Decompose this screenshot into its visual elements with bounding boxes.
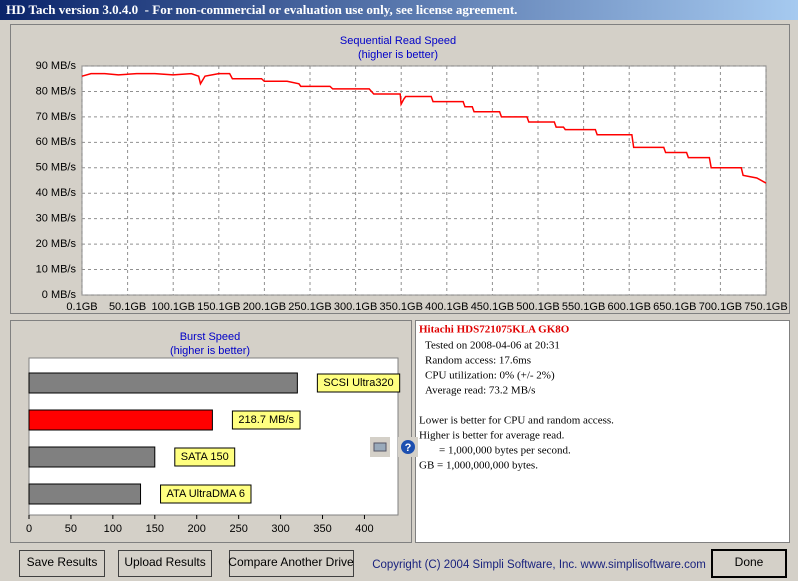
x-tick-label: 250: [229, 523, 247, 535]
bar-label-box: [316, 373, 401, 393]
drive-name: Hitachi HDS721075KLA GK8O: [419, 324, 570, 336]
button-label[interactable]: Compare Another Drive: [228, 555, 354, 569]
read-line: [81, 72, 767, 184]
note: Higher is better for average read.: [419, 430, 565, 442]
y-tick-label: 10 MB/s: [36, 263, 77, 275]
print-glyph: [373, 442, 387, 452]
bar-label: ATA UltraDMA 6: [167, 488, 245, 500]
x-tick-label: 750.1GB: [744, 301, 787, 313]
button-label[interactable]: Done: [735, 555, 764, 569]
x-tick-label: 50: [65, 523, 77, 535]
x-tick-label: 0.1GB: [66, 301, 97, 313]
info-panel: [415, 320, 790, 543]
x-tick-label: 450.1GB: [471, 301, 514, 313]
x-tick-label: 700.1GB: [699, 301, 742, 313]
button[interactable]: Compare Another Drive: [228, 550, 354, 577]
button[interactable]: Save Results: [19, 550, 105, 577]
read-plot: [81, 65, 767, 296]
x-tick-label: 100.1GB: [151, 301, 194, 313]
note: Lower is better for CPU and random acces…: [419, 415, 614, 427]
x-tick-label: 0: [26, 523, 32, 535]
y-tick-label: 30 MB/s: [36, 213, 77, 225]
bar-label: SATA 150: [181, 451, 229, 463]
button-face[interactable]: [19, 550, 105, 577]
detail: Random access: 17.6ms: [425, 355, 531, 367]
y-tick-label: 0 MB/s: [42, 289, 77, 301]
note: = 1,000,000 bytes per second.: [439, 445, 571, 457]
x-tick-label: 350.1GB: [379, 301, 422, 313]
x-tick-label: 50.1GB: [109, 301, 146, 313]
bar: [28, 446, 156, 468]
window-title: HD Tach version 3.0.4.0 - For non-commer…: [6, 2, 517, 17]
x-tick-label: 250.1GB: [288, 301, 331, 313]
detail: CPU utilization: 0% (+/- 2%): [425, 370, 555, 382]
x-tick-label: 600.1GB: [607, 301, 650, 313]
chart-title: Burst Speed: [180, 331, 241, 343]
chart-subtitle: (higher is better): [358, 49, 438, 61]
button-face[interactable]: [118, 550, 212, 577]
note: GB = 1,000,000,000 bytes.: [419, 460, 538, 472]
y-tick-label: 50 MB/s: [36, 162, 77, 174]
chart-subtitle: (higher is better): [170, 345, 250, 357]
bar-label-box: [160, 484, 252, 504]
x-tick-label: 300: [271, 523, 289, 535]
button-label[interactable]: Upload Results: [124, 555, 205, 569]
x-tick-label: 350: [313, 523, 331, 535]
copyright: Copyright (C) 2004 Simpli Software, Inc.…: [372, 559, 706, 571]
bar: [28, 483, 142, 505]
x-tick-label: 550.1GB: [562, 301, 605, 313]
bar: [28, 372, 298, 394]
x-tick-label: 100: [104, 523, 122, 535]
x-tick-label: 650.1GB: [653, 301, 696, 313]
x-tick-label: 400: [355, 523, 373, 535]
y-tick-label: 40 MB/s: [36, 187, 77, 199]
help-mark: ?: [405, 442, 412, 454]
help-glyph: [401, 440, 415, 454]
button[interactable]: Upload Results: [118, 550, 212, 577]
bar: [28, 409, 213, 431]
y-tick-label: 80 MB/s: [36, 85, 77, 97]
button-face[interactable]: [711, 549, 787, 578]
x-tick-label: 300.1GB: [334, 301, 377, 313]
button-face[interactable]: [229, 550, 354, 577]
y-tick-label: 90 MB/s: [36, 60, 77, 72]
y-tick-label: 60 MB/s: [36, 136, 77, 148]
y-tick-label: 20 MB/s: [36, 238, 77, 250]
y-tick-label: 70 MB/s: [36, 111, 77, 123]
bar-label: 218.7 MB/s: [238, 414, 294, 426]
x-tick-label: 200: [188, 523, 206, 535]
button[interactable]: Done: [711, 549, 787, 578]
bar-label-box: [231, 410, 301, 430]
x-tick-label: 150.1GB: [197, 301, 240, 313]
x-tick-label: 200.1GB: [243, 301, 286, 313]
bar-label: SCSI Ultra320: [323, 377, 393, 389]
x-tick-label: 500.1GB: [516, 301, 559, 313]
button-label[interactable]: Save Results: [27, 555, 98, 569]
chart-title: Sequential Read Speed: [340, 35, 456, 47]
detail: Tested on 2008-04-06 at 20:31: [425, 340, 560, 352]
bar-label-box: [174, 447, 236, 467]
x-tick-label: 150: [146, 523, 164, 535]
x-tick-label: 400.1GB: [425, 301, 468, 313]
detail: Average read: 73.2 MB/s: [425, 385, 535, 397]
title-bar: [0, 0, 798, 20]
